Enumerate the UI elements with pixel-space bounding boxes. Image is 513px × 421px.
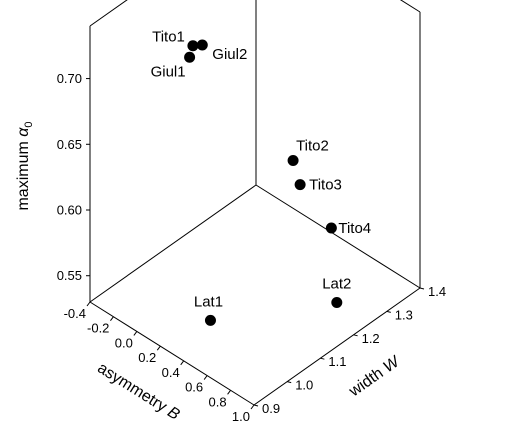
asymmetry-tick (110, 316, 114, 322)
asymmetry-tick-label: 0.6 (185, 380, 203, 395)
alpha-tick-label: 0.70 (57, 71, 82, 86)
axis-box (89, 0, 421, 406)
data-point-label-lat2: Lat2 (322, 276, 351, 293)
data-point-label-tito1: Tito1 (152, 29, 185, 46)
width-tick (287, 381, 292, 384)
asymmetry-tick-label: 1.0 (232, 409, 250, 421)
box-edge-floor-front-right (253, 287, 421, 406)
alpha-tick-label: 0.65 (57, 137, 82, 152)
axis-ticks: 0.55 0.60 0.65 0.70 -0.4-0.2 0.0 0.2 0.4 0.6 0.8 1… (57, 71, 446, 421)
width-tick (353, 334, 358, 337)
asymmetry-tick-label: 0.8 (208, 394, 226, 409)
asymmetry-tick-label: -0.4 (64, 306, 86, 321)
asymmetry-tick-label: -0.2 (87, 321, 109, 336)
width-tick (253, 404, 259, 407)
width-tick-label: 1.3 (395, 307, 413, 322)
asymmetry-tick (203, 375, 208, 380)
asymmetry-tick (133, 331, 138, 336)
data-point-label-tito3: Tito3 (309, 177, 342, 194)
box-edge-floor-front-left (89, 301, 255, 406)
data-point-tito2 (287, 155, 299, 167)
width-tick-label: 1.0 (295, 378, 313, 393)
data-point-lat2 (331, 297, 343, 309)
width-tick (386, 310, 391, 313)
asymmetry-tick-label: 0.4 (162, 365, 180, 380)
asymmetry-tick-label: 0.2 (138, 350, 156, 365)
asymmetry-tick-label: 0.0 (115, 335, 133, 350)
asymmetry-tick (156, 345, 161, 351)
data-point-tito3 (294, 179, 306, 191)
box-edge-floor-back-left (89, 184, 257, 303)
width-tick-label: 1.4 (428, 284, 446, 299)
box-edge-floor-back-right (255, 184, 421, 289)
data-point-tito1 (187, 40, 199, 52)
asymmetry-tick (250, 404, 255, 410)
data-point-label-tito2: Tito2 (296, 138, 329, 155)
data-point-label-giul1: Giul1 (151, 63, 186, 80)
data-point-giul1 (184, 51, 196, 63)
data-point-label-giul2: Giul2 (212, 46, 247, 63)
box-edge-top-left (89, 0, 128, 27)
data-point-label-lat1: Lat1 (194, 293, 223, 310)
alpha-axis-title: maximum α0 (15, 121, 35, 210)
data-point-tito4 (325, 222, 337, 234)
width-tick-label: 1.1 (328, 354, 346, 369)
data-points: Tito1 Giul1 Giul2 Tito2 Tito3 Tito4 Lat1 Lat2 (151, 29, 371, 326)
alpha-tick-label: 0.55 (57, 268, 82, 283)
width-tick-label: 0.9 (262, 401, 280, 416)
data-point-lat1 (204, 314, 216, 326)
width-axis-title: width W (345, 352, 404, 400)
asymmetry-tick (86, 301, 91, 307)
asymmetry-tick (180, 360, 185, 366)
data-point-giul2 (196, 39, 208, 51)
asymmetry-tick (227, 389, 231, 395)
width-tick-label: 1.2 (362, 331, 380, 346)
data-point-label-tito4: Tito4 (338, 220, 371, 237)
box-edge-top-right (399, 0, 421, 13)
width-tick (419, 287, 425, 290)
alpha-tick-label: 0.60 (57, 203, 82, 218)
width-tick (320, 357, 325, 360)
